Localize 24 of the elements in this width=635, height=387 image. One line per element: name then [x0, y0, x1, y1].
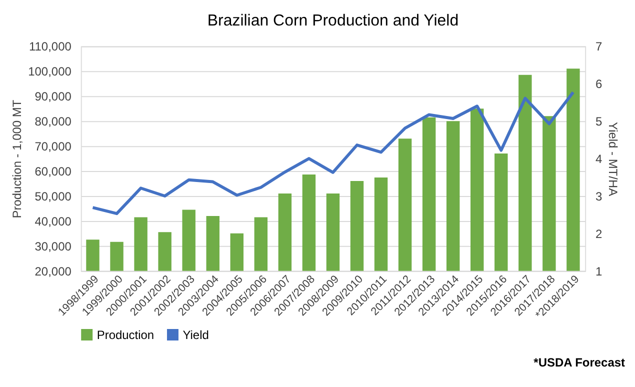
legend-label: Production	[96, 328, 154, 342]
text: *USDA Forecast	[534, 356, 626, 370]
y-tick-label: 60,000	[34, 164, 72, 179]
y2-tick-label: 1	[596, 264, 603, 278]
legend-label: Yield	[182, 328, 209, 342]
y-tick-label: 40,000	[34, 214, 72, 228]
y2-tick-label: 6	[596, 77, 603, 92]
y-tick-label: 110,000	[29, 40, 72, 54]
line-series	[91, 90, 575, 216]
y-tick-label: 50,000	[34, 189, 72, 204]
y2-tick-label: 4	[596, 152, 603, 166]
y-tick-label: 100,000	[28, 64, 72, 79]
y2-tick-label: 7	[596, 40, 603, 54]
y2-tick-label: 2	[596, 226, 603, 241]
y-axis-title: Production - 1,000 MT	[10, 99, 24, 218]
y2-axis-title: Yield - MT/HA	[606, 122, 620, 196]
y-tick-label: 90,000	[34, 90, 72, 104]
y-tick-label: 20,000	[34, 264, 72, 278]
y-tick-label: 30,000	[34, 239, 72, 254]
chart-title: Brazilian Corn Production and Yield	[207, 12, 459, 30]
y-tick-label: 80,000	[34, 114, 72, 129]
y-tick-label: 70,000	[34, 140, 72, 154]
y2-tick-label: 5	[596, 114, 603, 129]
y2-tick-label: 3	[596, 189, 603, 204]
